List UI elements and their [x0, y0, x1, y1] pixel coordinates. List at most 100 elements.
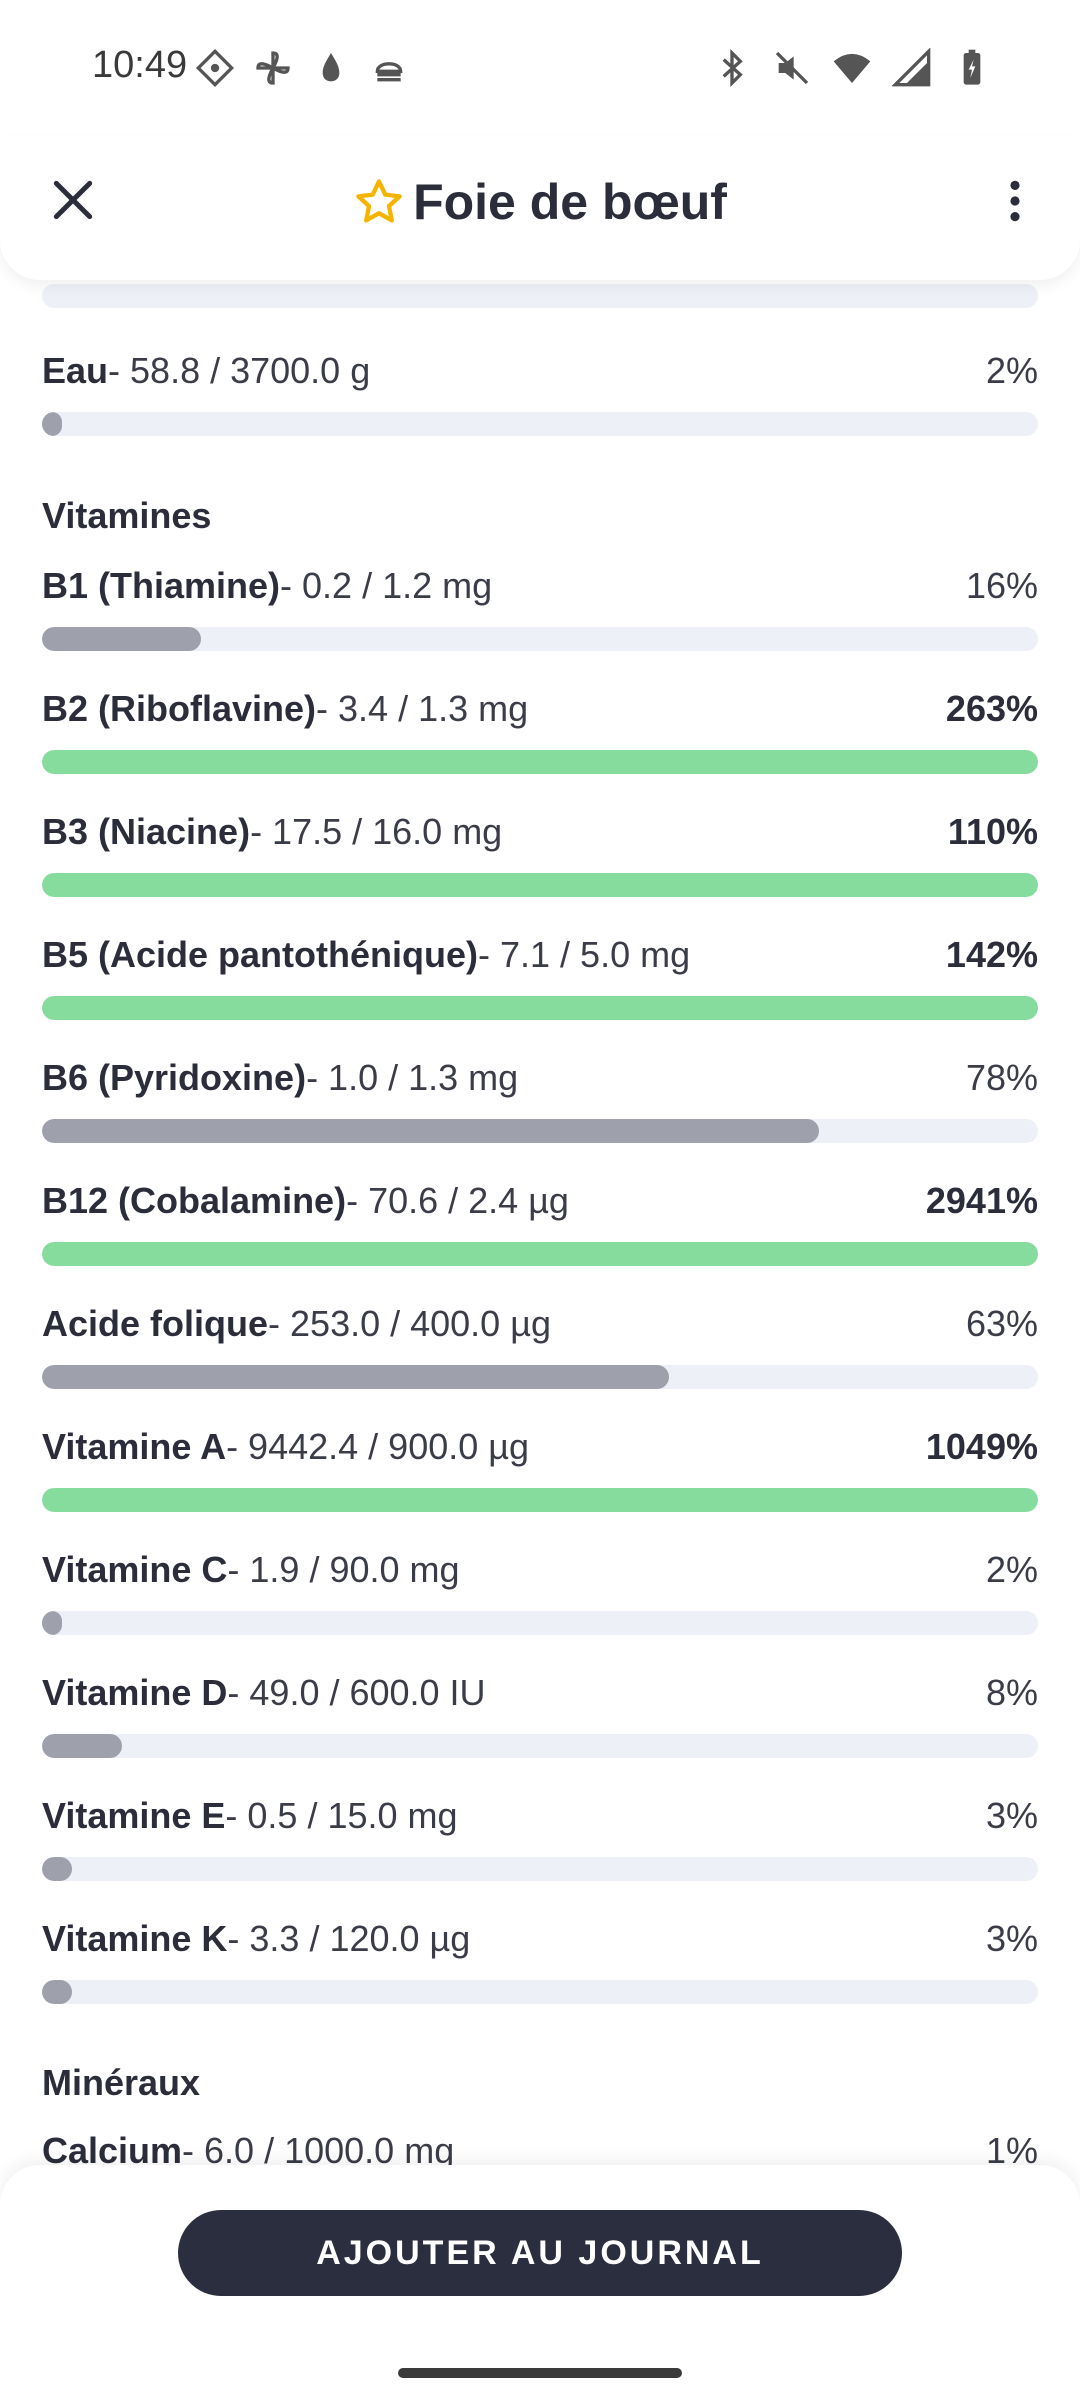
section-title-vitamines: Vitamines — [42, 495, 212, 536]
progress-bar-fill — [42, 1980, 72, 2004]
progress-bar-track — [42, 627, 1038, 651]
nutrient-row: Calcium- 6.0 / 1000.0 mg 1% — [42, 2130, 1038, 2170]
status-bar: 10:49 — [0, 0, 1080, 135]
nutrient-name: B2 (Riboflavine) — [42, 688, 317, 729]
progress-bar-fill — [42, 750, 1038, 774]
nutrient-name: Calcium — [42, 2130, 183, 2170]
nutrient-name: Acide folique — [42, 1303, 269, 1344]
bluetooth-icon — [722, 48, 743, 88]
close-icon[interactable] — [48, 175, 98, 225]
nutrient-amount: - 3.3 / 120.0 µg — [227, 1918, 471, 1959]
progress-bar-track — [42, 1242, 1038, 1266]
nutrient-row: Vitamine A- 9442.4 / 900.0 µg 1049% — [42, 1426, 1038, 1512]
flame-icon — [322, 53, 340, 82]
nutrient-amount: - 58.8 / 3700.0 g — [108, 350, 371, 391]
nutrient-row-eau: Eau- 58.8 / 3700.0 g 2% — [42, 350, 1038, 436]
nutrient-amount: - 17.5 / 16.0 mg — [250, 811, 503, 852]
nutrient-amount: - 70.6 / 2.4 µg — [346, 1180, 569, 1221]
nutrient-amount: - 7.1 / 5.0 mg — [478, 934, 691, 975]
nutrient-name: Vitamine C — [42, 1549, 228, 1590]
more-options-icon[interactable] — [990, 173, 1040, 229]
bottom-action-panel: AJOUTER AU JOURNAL — [0, 2165, 1080, 2400]
progress-bar-track — [42, 1734, 1038, 1758]
progress-bar-track — [42, 873, 1038, 897]
nutrient-amount: - 0.5 / 15.0 mg — [225, 1795, 458, 1836]
nutrient-amount: - 1.9 / 90.0 mg — [227, 1549, 460, 1590]
progress-bar-track — [42, 996, 1038, 1020]
nutrient-amount: - 253.0 / 400.0 µg — [268, 1303, 551, 1344]
mute-icon — [775, 51, 809, 85]
nutrient-row: Vitamine D- 49.0 / 600.0 IU 8% — [42, 1672, 1038, 1758]
progress-bar-fill — [42, 1857, 72, 1881]
nutrient-name: Vitamine K — [42, 1918, 228, 1959]
location-target-icon — [195, 48, 235, 88]
progress-bar-fill — [42, 1119, 819, 1143]
progress-bar-fill — [42, 412, 62, 436]
nutrient-percent: 1049% — [925, 1426, 1038, 1467]
header-title-group: Foie de bœuf — [0, 173, 1080, 231]
progress-bar-fill — [42, 627, 202, 651]
progress-bar-fill — [42, 996, 1038, 1020]
progress-bar-fill — [42, 1488, 1038, 1512]
battery-icon — [963, 49, 981, 85]
nutrient-percent: 2% — [985, 350, 1038, 391]
nutrient-amount: - 3.4 / 1.3 mg — [316, 688, 529, 729]
cloud-icon — [375, 62, 403, 82]
nutrient-percent: 16% — [965, 565, 1038, 606]
progress-bar-track — [42, 1857, 1038, 1881]
nutrient-percent: 263% — [945, 688, 1038, 729]
status-time: 10:49 — [92, 44, 188, 86]
wifi-icon — [833, 53, 871, 83]
app-header: Foie de bœuf — [0, 135, 1080, 280]
signal-icon — [892, 48, 931, 87]
progress-bar-track — [42, 1980, 1038, 2004]
nutrient-percent: 63% — [965, 1303, 1038, 1344]
progress-bar-track — [42, 750, 1038, 774]
nutrient-amount: - 1.0 / 1.3 mg — [306, 1057, 519, 1098]
nutrient-row: B2 (Riboflavine)- 3.4 / 1.3 mg 263% — [42, 688, 1038, 774]
progress-bar-track — [42, 1488, 1038, 1512]
nutrient-percent: 3% — [985, 1795, 1038, 1836]
pinwheel-icon — [256, 51, 290, 85]
nutrient-percent: 78% — [965, 1057, 1038, 1098]
status-right-icons — [712, 48, 992, 88]
nutrient-row: B3 (Niacine)- 17.5 / 16.0 mg 110% — [42, 811, 1038, 897]
nutrient-list[interactable]: Eau- 58.8 / 3700.0 g 2% Vitamines B1 (Th… — [0, 280, 1080, 2170]
nutrient-row: B12 (Cobalamine)- 70.6 / 2.4 µg 2941% — [42, 1180, 1038, 1266]
progress-bar-track — [42, 284, 1038, 308]
add-to-journal-button[interactable]: AJOUTER AU JOURNAL — [178, 2210, 902, 2296]
nutrient-percent: 1% — [985, 2130, 1038, 2170]
progress-bar-fill — [42, 1242, 1038, 1266]
nutrient-amount: - 0.2 / 1.2 mg — [280, 565, 493, 606]
nutrient-row: B6 (Pyridoxine)- 1.0 / 1.3 mg 78% — [42, 1057, 1038, 1143]
nutrient-row: Vitamine K- 3.3 / 120.0 µg 3% — [42, 1918, 1038, 2004]
home-indicator[interactable] — [398, 2368, 682, 2378]
nutrient-name: B12 (Cobalamine) — [42, 1180, 347, 1221]
nutrient-percent: 2% — [985, 1549, 1038, 1590]
progress-bar-fill — [42, 1734, 122, 1758]
progress-bar-track — [42, 1365, 1038, 1389]
page-title: Foie de bœuf — [413, 174, 727, 230]
nutrient-percent: 142% — [945, 934, 1038, 975]
nutrient-row: B1 (Thiamine)- 0.2 / 1.2 mg 16% — [42, 565, 1038, 651]
progress-bar-fill — [42, 1365, 670, 1389]
nutrient-name: B6 (Pyridoxine) — [42, 1057, 307, 1098]
star-outline-icon[interactable] — [353, 176, 405, 228]
status-left-icons — [195, 48, 409, 88]
nutrient-name: Vitamine A — [42, 1426, 227, 1467]
progress-bar-track — [42, 412, 1038, 436]
nutrient-amount: - 9442.4 / 900.0 µg — [226, 1426, 530, 1467]
nutrient-name: Vitamine E — [42, 1795, 226, 1836]
nutrient-name: Vitamine D — [42, 1672, 228, 1713]
nutrient-percent: 3% — [985, 1918, 1038, 1959]
progress-bar-track — [42, 1611, 1038, 1635]
nutrient-name: B1 (Thiamine) — [42, 565, 281, 606]
nutrient-row: Vitamine E- 0.5 / 15.0 mg 3% — [42, 1795, 1038, 1881]
section-title-mineraux: Minéraux — [42, 2062, 201, 2103]
nutrient-amount: - 49.0 / 600.0 IU — [227, 1672, 486, 1713]
nutrient-row: Vitamine C- 1.9 / 90.0 mg 2% — [42, 1549, 1038, 1635]
nutrient-name: B3 (Niacine) — [42, 811, 251, 852]
nutrient-row: Acide folique- 253.0 / 400.0 µg 63% — [42, 1303, 1038, 1389]
nutrient-row: B5 (Acide pantothénique)- 7.1 / 5.0 mg 14… — [42, 934, 1038, 1020]
nutrient-name: Eau — [42, 350, 109, 391]
